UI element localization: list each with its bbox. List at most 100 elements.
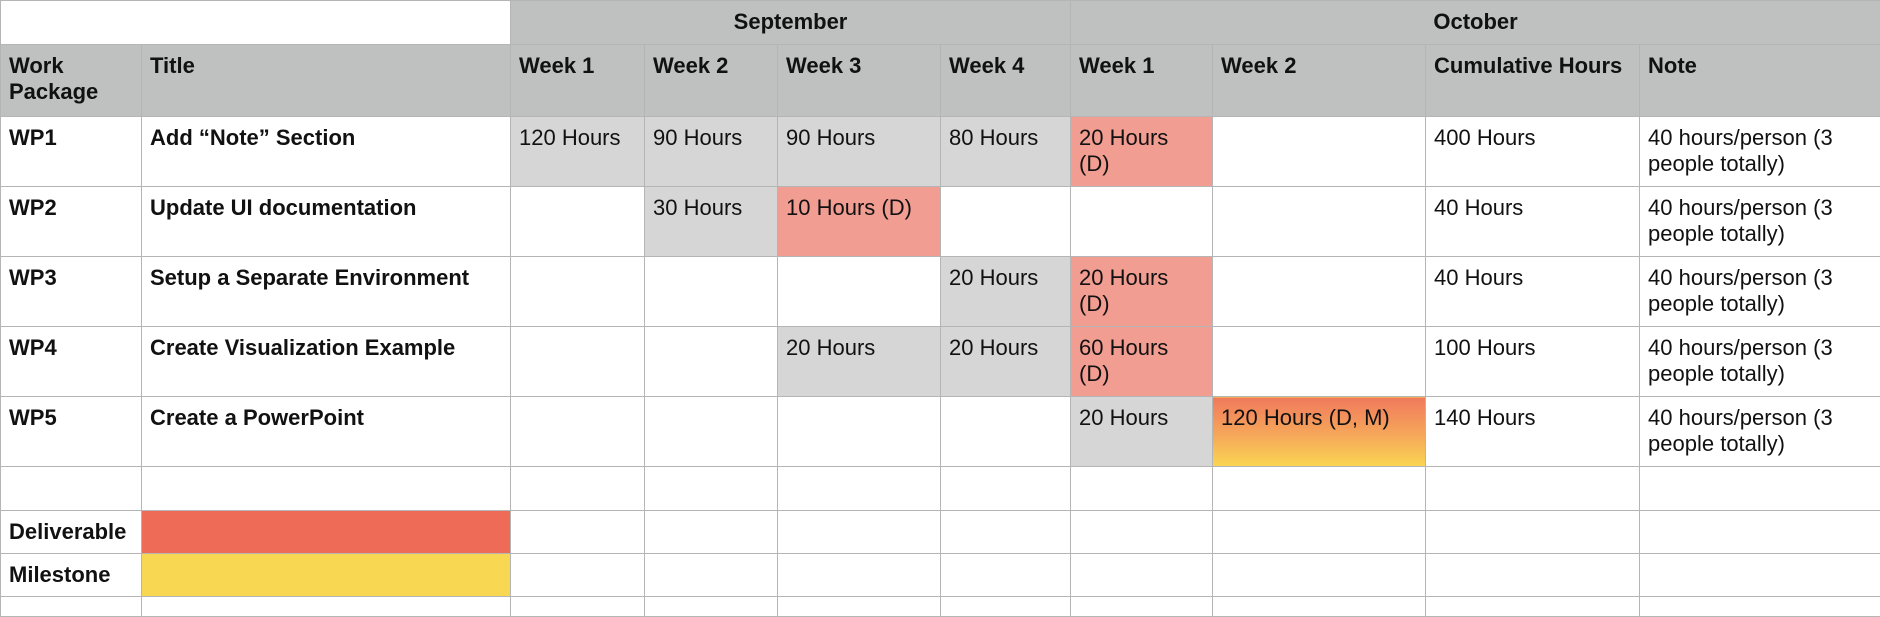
hours-cell[interactable]: [1213, 257, 1426, 327]
hours-cell[interactable]: [511, 397, 645, 467]
hours-cell[interactable]: 80 Hours: [941, 117, 1071, 187]
hours-cell[interactable]: [1213, 117, 1426, 187]
hours-cell[interactable]: 20 Hours: [778, 327, 941, 397]
empty-cell[interactable]: [1, 467, 142, 511]
legend-milestone-label[interactable]: Milestone: [1, 554, 142, 597]
cumulative-cell[interactable]: 140 Hours: [1426, 397, 1640, 467]
hours-cell[interactable]: [1213, 327, 1426, 397]
col-header-sep-week-4[interactable]: Week 4: [941, 45, 1071, 117]
month-october[interactable]: October: [1071, 1, 1880, 45]
empty-cell[interactable]: [778, 467, 941, 511]
empty-cell[interactable]: [1426, 597, 1640, 617]
empty-cell[interactable]: [941, 554, 1071, 597]
col-header-oct-week-1[interactable]: Week 1: [1071, 45, 1213, 117]
empty-cell[interactable]: [511, 554, 645, 597]
col-header-oct-week-2[interactable]: Week 2: [1213, 45, 1426, 117]
empty-cell[interactable]: [1426, 554, 1640, 597]
hours-cell[interactable]: 120 Hours: [511, 117, 645, 187]
wp-title-cell[interactable]: Create Visualization Example: [142, 327, 511, 397]
empty-cell[interactable]: [1071, 467, 1213, 511]
col-header-cumulative-hours[interactable]: Cumulative Hours: [1426, 45, 1640, 117]
legend-milestone-swatch[interactable]: [142, 554, 511, 597]
wp-id-cell[interactable]: WP3: [1, 257, 142, 327]
hours-cell[interactable]: [511, 327, 645, 397]
wp-id-cell[interactable]: WP4: [1, 327, 142, 397]
note-cell[interactable]: 40 hours/person (3 people totally): [1640, 257, 1880, 327]
hours-cell[interactable]: [778, 397, 941, 467]
hours-cell[interactable]: [941, 187, 1071, 257]
empty-cell[interactable]: [1426, 511, 1640, 554]
empty-cell[interactable]: [941, 467, 1071, 511]
empty-cell[interactable]: [645, 554, 778, 597]
empty-cell[interactable]: [1213, 597, 1426, 617]
wp-id-cell[interactable]: WP1: [1, 117, 142, 187]
hours-cell[interactable]: 20 Hours: [941, 257, 1071, 327]
hours-cell[interactable]: [645, 257, 778, 327]
empty-cell[interactable]: [941, 597, 1071, 617]
note-cell[interactable]: 40 hours/person (3 people totally): [1640, 187, 1880, 257]
empty-cell[interactable]: [1213, 467, 1426, 511]
note-cell[interactable]: 40 hours/person (3 people totally): [1640, 397, 1880, 467]
col-header-sep-week-1[interactable]: Week 1: [511, 45, 645, 117]
cumulative-cell[interactable]: 100 Hours: [1426, 327, 1640, 397]
legend-deliverable-label[interactable]: Deliverable: [1, 511, 142, 554]
wp-title-cell[interactable]: Create a PowerPoint: [142, 397, 511, 467]
hours-cell[interactable]: 20 Hours: [1071, 397, 1213, 467]
empty-cell[interactable]: [778, 554, 941, 597]
empty-cell[interactable]: [1213, 554, 1426, 597]
corner-cell[interactable]: [1, 1, 511, 45]
empty-cell[interactable]: [645, 597, 778, 617]
hours-cell[interactable]: [645, 327, 778, 397]
empty-cell[interactable]: [511, 511, 645, 554]
col-header-note[interactable]: Note: [1640, 45, 1880, 117]
cumulative-cell[interactable]: 400 Hours: [1426, 117, 1640, 187]
hours-cell[interactable]: [1213, 187, 1426, 257]
empty-cell[interactable]: [1071, 511, 1213, 554]
empty-cell[interactable]: [1640, 467, 1880, 511]
hours-cell[interactable]: [511, 187, 645, 257]
note-cell[interactable]: 40 hours/person (3 people totally): [1640, 117, 1880, 187]
note-cell[interactable]: 40 hours/person (3 people totally): [1640, 327, 1880, 397]
hours-cell[interactable]: 90 Hours: [645, 117, 778, 187]
hours-cell[interactable]: [1071, 187, 1213, 257]
month-september[interactable]: September: [511, 1, 1071, 45]
deliverable-hours-cell[interactable]: 60 Hours (D): [1071, 327, 1213, 397]
cumulative-cell[interactable]: 40 Hours: [1426, 187, 1640, 257]
milestone-hours-cell[interactable]: 120 Hours (D, M): [1213, 397, 1426, 467]
empty-cell[interactable]: [1071, 554, 1213, 597]
wp-id-cell[interactable]: WP5: [1, 397, 142, 467]
empty-cell[interactable]: [142, 597, 511, 617]
wp-title-cell[interactable]: Add “Note” Section: [142, 117, 511, 187]
hours-cell[interactable]: [511, 257, 645, 327]
empty-cell[interactable]: [511, 467, 645, 511]
empty-cell[interactable]: [941, 511, 1071, 554]
col-header-sep-week-2[interactable]: Week 2: [645, 45, 778, 117]
empty-cell[interactable]: [1640, 511, 1880, 554]
empty-cell[interactable]: [778, 511, 941, 554]
col-header-sep-week-3[interactable]: Week 3: [778, 45, 941, 117]
empty-cell[interactable]: [1, 597, 142, 617]
wp-title-cell[interactable]: Setup a Separate Environment: [142, 257, 511, 327]
legend-deliverable-swatch[interactable]: [142, 511, 511, 554]
empty-cell[interactable]: [778, 597, 941, 617]
empty-cell[interactable]: [1640, 597, 1880, 617]
empty-cell[interactable]: [142, 467, 511, 511]
wp-title-cell[interactable]: Update UI documentation: [142, 187, 511, 257]
hours-cell[interactable]: 30 Hours: [645, 187, 778, 257]
empty-cell[interactable]: [645, 467, 778, 511]
empty-cell[interactable]: [1640, 554, 1880, 597]
hours-cell[interactable]: [941, 397, 1071, 467]
col-header-work-package[interactable]: Work Package: [1, 45, 142, 117]
empty-cell[interactable]: [511, 597, 645, 617]
empty-cell[interactable]: [1426, 467, 1640, 511]
cumulative-cell[interactable]: 40 Hours: [1426, 257, 1640, 327]
deliverable-hours-cell[interactable]: 10 Hours (D): [778, 187, 941, 257]
deliverable-hours-cell[interactable]: 20 Hours (D): [1071, 257, 1213, 327]
empty-cell[interactable]: [1071, 597, 1213, 617]
hours-cell[interactable]: 90 Hours: [778, 117, 941, 187]
hours-cell[interactable]: 20 Hours: [941, 327, 1071, 397]
wp-id-cell[interactable]: WP2: [1, 187, 142, 257]
empty-cell[interactable]: [1213, 511, 1426, 554]
hours-cell[interactable]: [645, 397, 778, 467]
empty-cell[interactable]: [645, 511, 778, 554]
